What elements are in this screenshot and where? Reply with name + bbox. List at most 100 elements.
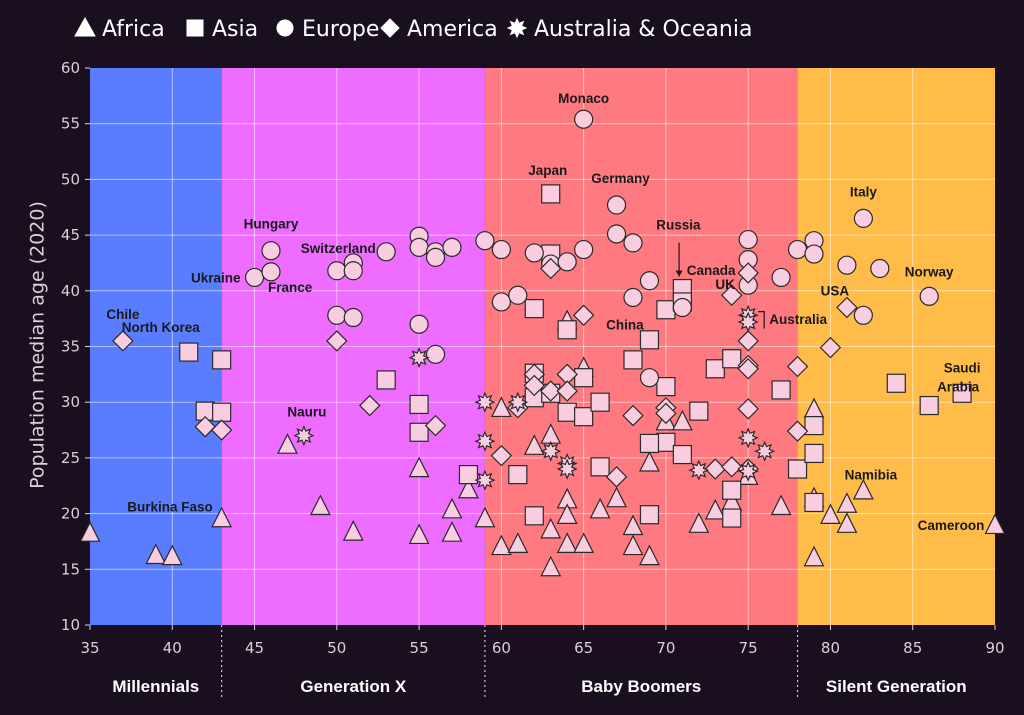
- point-0-3: [211, 506, 233, 528]
- point-label-3: Ukraine: [191, 270, 241, 285]
- point-0-12: [474, 506, 496, 528]
- point-2-36: [787, 239, 808, 260]
- generation-label-0: Millennials: [112, 677, 199, 696]
- point-2-25: [606, 195, 627, 215]
- point-0-42: [820, 503, 841, 524]
- x-tick-label-8: 75: [739, 639, 758, 657]
- point-4-13: [737, 460, 759, 482]
- point-3-3: [326, 330, 348, 352]
- point-4-4: [474, 469, 496, 491]
- y-tick-label-2: 20: [61, 505, 80, 523]
- point-2-26: [606, 224, 627, 244]
- point-4-1: [408, 347, 430, 369]
- point-label-11: Russia: [656, 218, 701, 233]
- point-0-27: [606, 486, 627, 508]
- point-4-9: [688, 459, 710, 481]
- point-2-39: [837, 255, 857, 275]
- point-0-33: [671, 409, 693, 431]
- point-2-28: [623, 287, 643, 308]
- x-tick-label-7: 70: [656, 639, 675, 657]
- point-3-30: [819, 336, 842, 359]
- point-2-13: [442, 237, 462, 257]
- point-4-5: [507, 391, 529, 413]
- point-1-41: [804, 492, 824, 513]
- legend-item-1: Asia: [186, 17, 258, 42]
- y-tick-label-9: 55: [61, 115, 80, 133]
- point-0-46: [984, 513, 1006, 535]
- point-1-38: [787, 459, 808, 479]
- point-1-3: [212, 402, 232, 422]
- point-4-6: [540, 440, 562, 462]
- point-0-25: [573, 532, 595, 553]
- point-4-14: [754, 440, 776, 462]
- y-axis-title: Population median age (2020): [27, 201, 49, 489]
- point-0-31: [639, 544, 660, 566]
- x-tick-label-10: 85: [903, 639, 922, 657]
- australia-bracket: [758, 311, 765, 329]
- point-0-35: [704, 498, 726, 520]
- point-3-14: [572, 304, 595, 327]
- point-1-20: [590, 392, 610, 412]
- legend-item-4: Australia & Oceania: [506, 17, 752, 42]
- point-label-21: Namibia: [845, 468, 898, 483]
- point-0-18: [540, 517, 562, 539]
- point-0-14: [490, 534, 512, 556]
- x-tick-label-5: 60: [492, 639, 511, 657]
- point-3-28: [786, 355, 809, 378]
- legend-marker-2: [276, 19, 294, 37]
- point-0-5: [309, 494, 331, 516]
- point-3-2: [210, 419, 233, 441]
- point-4-3: [474, 430, 496, 452]
- generation-labels: Millennials Generation X Baby Boomers Silen…: [112, 677, 966, 696]
- point-2-23: [574, 239, 594, 260]
- point-3-11: [539, 257, 562, 280]
- point-label-2: North Korea: [122, 320, 200, 335]
- x-tick-label-9: 80: [821, 639, 840, 657]
- point-0-10: [441, 521, 463, 542]
- point-0-9: [441, 497, 463, 519]
- point-label-16: Italy: [850, 184, 878, 199]
- point-0-2: [161, 544, 183, 566]
- point-2-40: [853, 208, 873, 228]
- point-2-16: [475, 231, 495, 251]
- x-tick-label-11: 90: [985, 639, 1004, 657]
- legend-label-1: Asia: [212, 17, 258, 42]
- legend-label-2: Europe: [302, 17, 379, 42]
- point-3-16: [622, 404, 644, 427]
- point-label-8: Japan: [528, 163, 567, 178]
- point-label-4: Hungary: [244, 217, 299, 232]
- point-1-12: [524, 506, 544, 526]
- y-tick-label-1: 15: [61, 560, 80, 578]
- data-points: [79, 109, 1006, 577]
- y-tick-label-7: 45: [61, 226, 80, 244]
- legend-marker-3: [380, 18, 400, 38]
- point-3-22: [737, 262, 759, 284]
- point-1-39: [804, 415, 824, 436]
- point-3-10: [539, 380, 562, 402]
- point-3-9: [523, 374, 546, 397]
- legend: Africa Asia Europe America Australia & Ocean…: [74, 16, 752, 42]
- point-1-44: [952, 383, 972, 403]
- point-0-7: [408, 456, 430, 478]
- point-3-23: [737, 330, 759, 352]
- point-label-9: Monaco: [558, 91, 609, 106]
- legend-marker-0: [74, 16, 96, 37]
- point-0-29: [622, 534, 644, 556]
- point-label-20: Arabia: [937, 379, 980, 394]
- point-2-12: [425, 247, 446, 267]
- point-label-17: USA: [821, 284, 850, 299]
- x-tick-label-6: 65: [574, 639, 593, 657]
- generation-label-3: Silent Generation: [826, 677, 967, 696]
- y-tick-label-10: 60: [61, 59, 80, 77]
- point-0-22: [556, 503, 578, 524]
- point-2-1: [261, 241, 281, 261]
- point-3-5: [424, 414, 447, 437]
- point-0-16: [523, 434, 545, 455]
- point-1-35: [722, 480, 742, 500]
- point-1-5: [409, 394, 429, 415]
- russia-arrow-head: [675, 270, 683, 277]
- point-1-43: [919, 395, 939, 416]
- point-1-13: [541, 184, 561, 204]
- point-0-26: [589, 497, 611, 519]
- legend-item-2: Europe: [276, 17, 379, 42]
